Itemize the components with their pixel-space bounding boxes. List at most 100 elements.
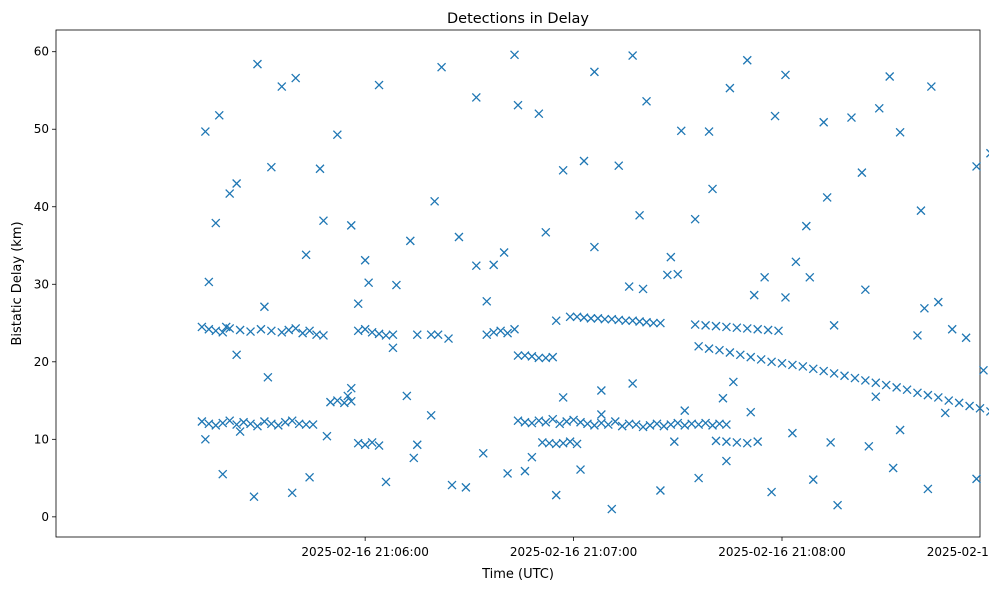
data-point-marker bbox=[218, 327, 228, 337]
data-point-marker bbox=[266, 162, 276, 172]
data-point-marker bbox=[860, 375, 870, 385]
data-point-marker bbox=[214, 110, 224, 120]
data-point-marker bbox=[767, 487, 777, 497]
data-point-marker bbox=[972, 474, 981, 484]
data-point-marker bbox=[534, 109, 544, 119]
data-point-marker bbox=[787, 360, 797, 370]
data-point-marker bbox=[482, 330, 492, 340]
data-point-marker bbox=[589, 242, 599, 252]
data-point-marker bbox=[412, 440, 422, 450]
data-point-marker bbox=[923, 484, 933, 494]
y-tick-label: 10 bbox=[34, 432, 49, 446]
data-point-marker bbox=[718, 393, 728, 403]
data-point-marker bbox=[204, 277, 214, 287]
data-point-marker bbox=[596, 418, 606, 428]
data-point-marker bbox=[753, 437, 763, 447]
data-point-marker bbox=[708, 420, 717, 430]
data-point-marker bbox=[694, 473, 704, 483]
data-point-marker bbox=[412, 330, 422, 340]
data-point-marker bbox=[913, 388, 922, 398]
data-point-marker bbox=[649, 318, 658, 328]
data-point-marker bbox=[534, 416, 544, 426]
data-point-marker bbox=[885, 72, 895, 81]
data-point-marker bbox=[315, 164, 325, 174]
data-point-marker bbox=[947, 324, 957, 334]
data-point-marker bbox=[273, 420, 283, 430]
data-point-marker bbox=[819, 117, 829, 127]
data-point-marker bbox=[694, 420, 704, 430]
data-point-marker bbox=[555, 419, 565, 429]
data-point-marker bbox=[388, 343, 398, 353]
data-point-marker bbox=[857, 168, 867, 178]
data-point-marker bbox=[266, 419, 276, 429]
data-point-marker bbox=[808, 364, 818, 374]
data-point-marker bbox=[489, 260, 499, 270]
data-point-marker bbox=[200, 434, 210, 444]
data-point-marker bbox=[829, 368, 839, 378]
data-point-marker bbox=[287, 416, 297, 426]
data-point-marker bbox=[715, 345, 724, 355]
data-point-marker bbox=[655, 486, 665, 495]
data-point-marker bbox=[374, 80, 384, 90]
data-point-marker bbox=[829, 320, 839, 330]
data-point-marker bbox=[975, 403, 985, 413]
data-point-marker bbox=[881, 380, 891, 390]
data-point-marker bbox=[454, 232, 464, 242]
data-point-marker bbox=[360, 440, 370, 450]
data-point-marker bbox=[503, 468, 513, 478]
data-point-marker bbox=[388, 330, 398, 340]
data-point-marker bbox=[430, 196, 440, 206]
data-point-marker bbox=[576, 417, 585, 427]
data-point-marker bbox=[777, 358, 787, 368]
data-point-marker bbox=[558, 165, 568, 175]
data-point-marker bbox=[728, 377, 738, 387]
data-point-marker bbox=[659, 421, 669, 431]
data-point-marker bbox=[447, 480, 457, 490]
data-point-marker bbox=[239, 417, 249, 427]
data-point-marker bbox=[711, 321, 721, 331]
data-point-marker bbox=[732, 437, 742, 447]
data-point-marker bbox=[346, 220, 356, 230]
data-point-marker bbox=[850, 373, 860, 383]
data-point-marker bbox=[610, 417, 620, 426]
data-point-marker bbox=[954, 398, 964, 408]
data-point-marker bbox=[767, 357, 777, 367]
data-point-marker bbox=[360, 255, 370, 265]
data-point-marker bbox=[246, 419, 255, 429]
data-point-marker bbox=[249, 492, 259, 502]
data-point-marker bbox=[319, 216, 328, 226]
data-point-marker bbox=[291, 73, 301, 83]
data-point-marker bbox=[232, 179, 242, 188]
data-point-marker bbox=[805, 272, 815, 282]
data-point-marker bbox=[325, 397, 335, 407]
data-point-marker bbox=[933, 392, 943, 402]
data-point-marker bbox=[332, 396, 342, 406]
data-point-marker bbox=[895, 425, 905, 435]
data-point-marker bbox=[701, 418, 711, 428]
data-point-marker bbox=[218, 418, 228, 428]
data-point-marker bbox=[694, 341, 704, 351]
data-point-marker bbox=[704, 127, 714, 137]
data-point-marker bbox=[721, 437, 731, 447]
data-point-marker bbox=[596, 410, 606, 419]
data-point-marker bbox=[628, 51, 638, 61]
data-point-marker bbox=[701, 320, 711, 330]
data-point-marker bbox=[444, 334, 453, 344]
data-point-marker bbox=[781, 292, 790, 302]
data-point-marker bbox=[204, 419, 214, 429]
data-point-marker bbox=[471, 261, 481, 271]
data-point-marker bbox=[589, 67, 599, 77]
data-point-marker bbox=[940, 408, 950, 418]
data-point-marker bbox=[367, 327, 377, 337]
data-point-marker bbox=[551, 316, 561, 326]
data-point-marker bbox=[520, 466, 530, 476]
data-point-marker bbox=[246, 327, 255, 337]
data-point-marker bbox=[669, 437, 679, 447]
data-point-marker bbox=[735, 350, 745, 360]
data-point-marker bbox=[742, 55, 752, 65]
x-tick-label: 2025-02-16 21:06:00 bbox=[301, 545, 428, 559]
data-point-marker bbox=[360, 324, 370, 334]
data-point-marker bbox=[513, 416, 523, 426]
data-point-marker bbox=[343, 391, 353, 401]
data-point-marker bbox=[864, 441, 874, 451]
